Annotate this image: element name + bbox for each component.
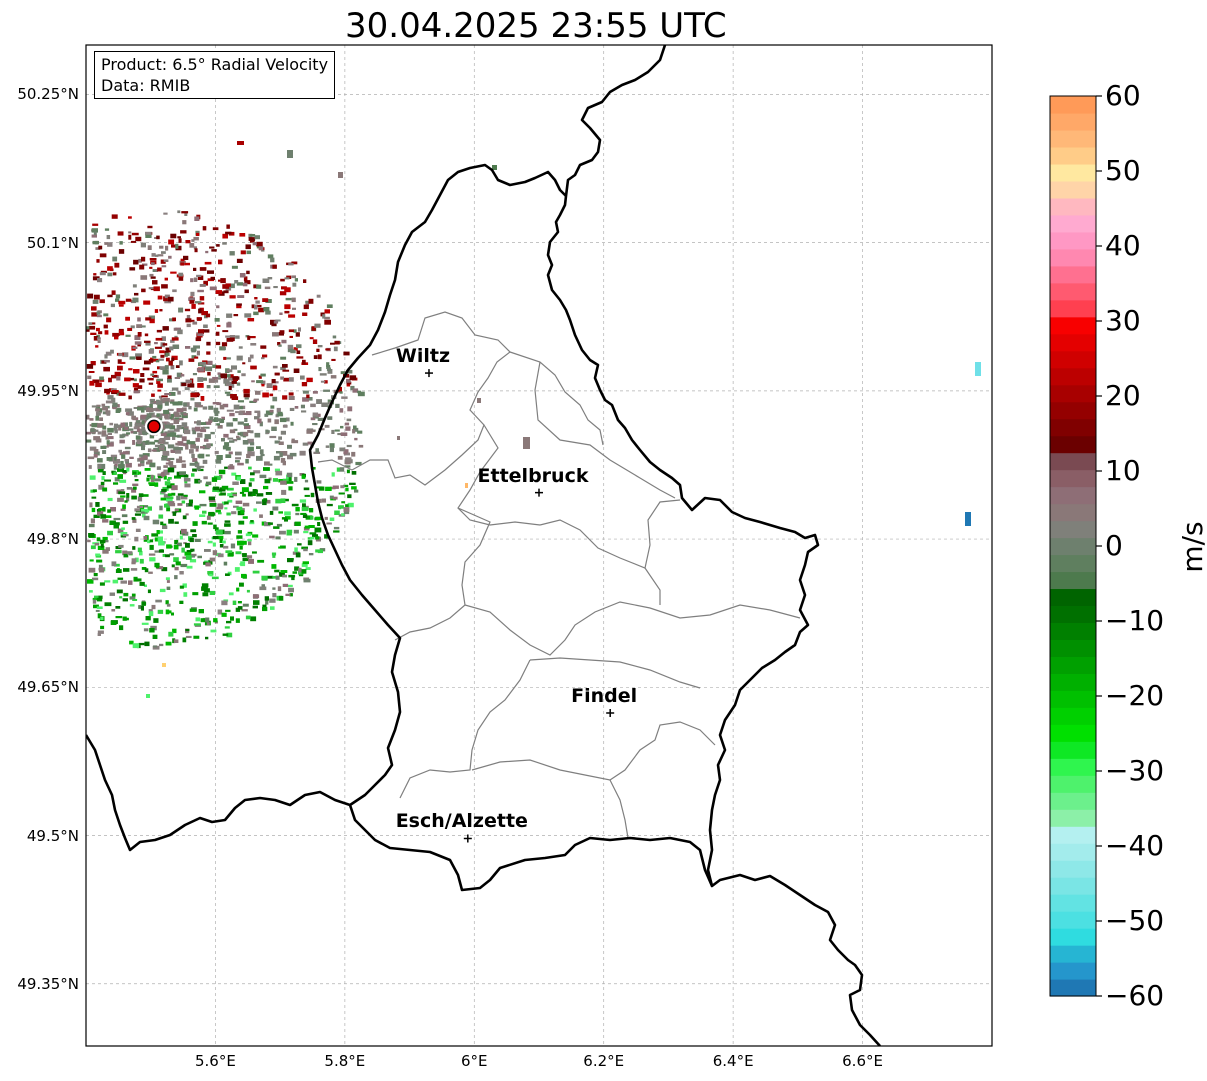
colorbar-tick-label: 40 <box>1105 229 1141 262</box>
city-label: Findel <box>571 684 638 707</box>
colorbar-tick-label: 30 <box>1105 304 1141 337</box>
product-info-box: Product: 6.5° Radial Velocity Data: RMIB <box>94 51 336 99</box>
city-marker <box>535 488 543 497</box>
city-marker <box>463 834 472 843</box>
colorbar-tick-label: −20 <box>1105 679 1165 712</box>
radar-site-marker <box>147 419 161 434</box>
map-background <box>86 45 992 1046</box>
gridlines <box>86 45 992 1046</box>
longitude-label: 6.6°E <box>842 1052 883 1070</box>
colorbar-tick-label: −10 <box>1105 604 1165 637</box>
colorbar-tick-label: 50 <box>1105 154 1141 187</box>
city-markers <box>424 369 615 843</box>
product-label: Product: 6.5° Radial Velocity <box>101 55 329 74</box>
map-frame <box>85 44 993 1047</box>
latitude-label: 50.1°N <box>26 233 79 252</box>
colorbar-tick-label: 60 <box>1105 79 1141 112</box>
longitude-label: 5.8°E <box>324 1052 366 1070</box>
city-label: Esch/Alzette <box>395 810 528 833</box>
canton-borders <box>317 311 801 839</box>
city-marker <box>606 708 615 717</box>
city-marker <box>424 369 433 378</box>
longitude-label: 5.6°E <box>195 1052 236 1070</box>
data-source-label: Data: RMIB <box>101 76 191 95</box>
country-borders <box>86 45 881 1046</box>
latitude-label: 49.5°N <box>26 826 79 845</box>
latitude-label: 49.95°N <box>17 381 79 400</box>
colorbar-tick-label: −30 <box>1105 754 1165 787</box>
colorbar-tick-label: 20 <box>1105 379 1141 412</box>
longitude-label: 6°E <box>461 1052 488 1070</box>
colorbar-tick-label: 10 <box>1105 454 1141 487</box>
latitude-label: 49.65°N <box>17 678 79 697</box>
latitude-label: 49.35°N <box>17 974 79 993</box>
city-label: Wiltz <box>395 345 451 368</box>
latitude-label: 49.8°N <box>26 530 79 549</box>
figure-title: 30.04.2025 23:55 UTC <box>345 6 727 46</box>
radar-echoes <box>86 141 981 698</box>
colorbar-tick-label: −50 <box>1105 904 1165 937</box>
colorbar-tick-label: −40 <box>1105 829 1165 862</box>
longitude-label: 6.4°E <box>712 1052 754 1070</box>
colorbar-tick-label: −60 <box>1105 979 1165 1012</box>
city-label: Ettelbruck <box>477 464 589 487</box>
colorbar-tick-label: 0 <box>1105 529 1123 562</box>
colorbar-unit-label: m/s <box>1176 521 1207 573</box>
longitude-label: 6.2°E <box>583 1052 625 1070</box>
latitude-label: 50.25°N <box>17 85 79 104</box>
